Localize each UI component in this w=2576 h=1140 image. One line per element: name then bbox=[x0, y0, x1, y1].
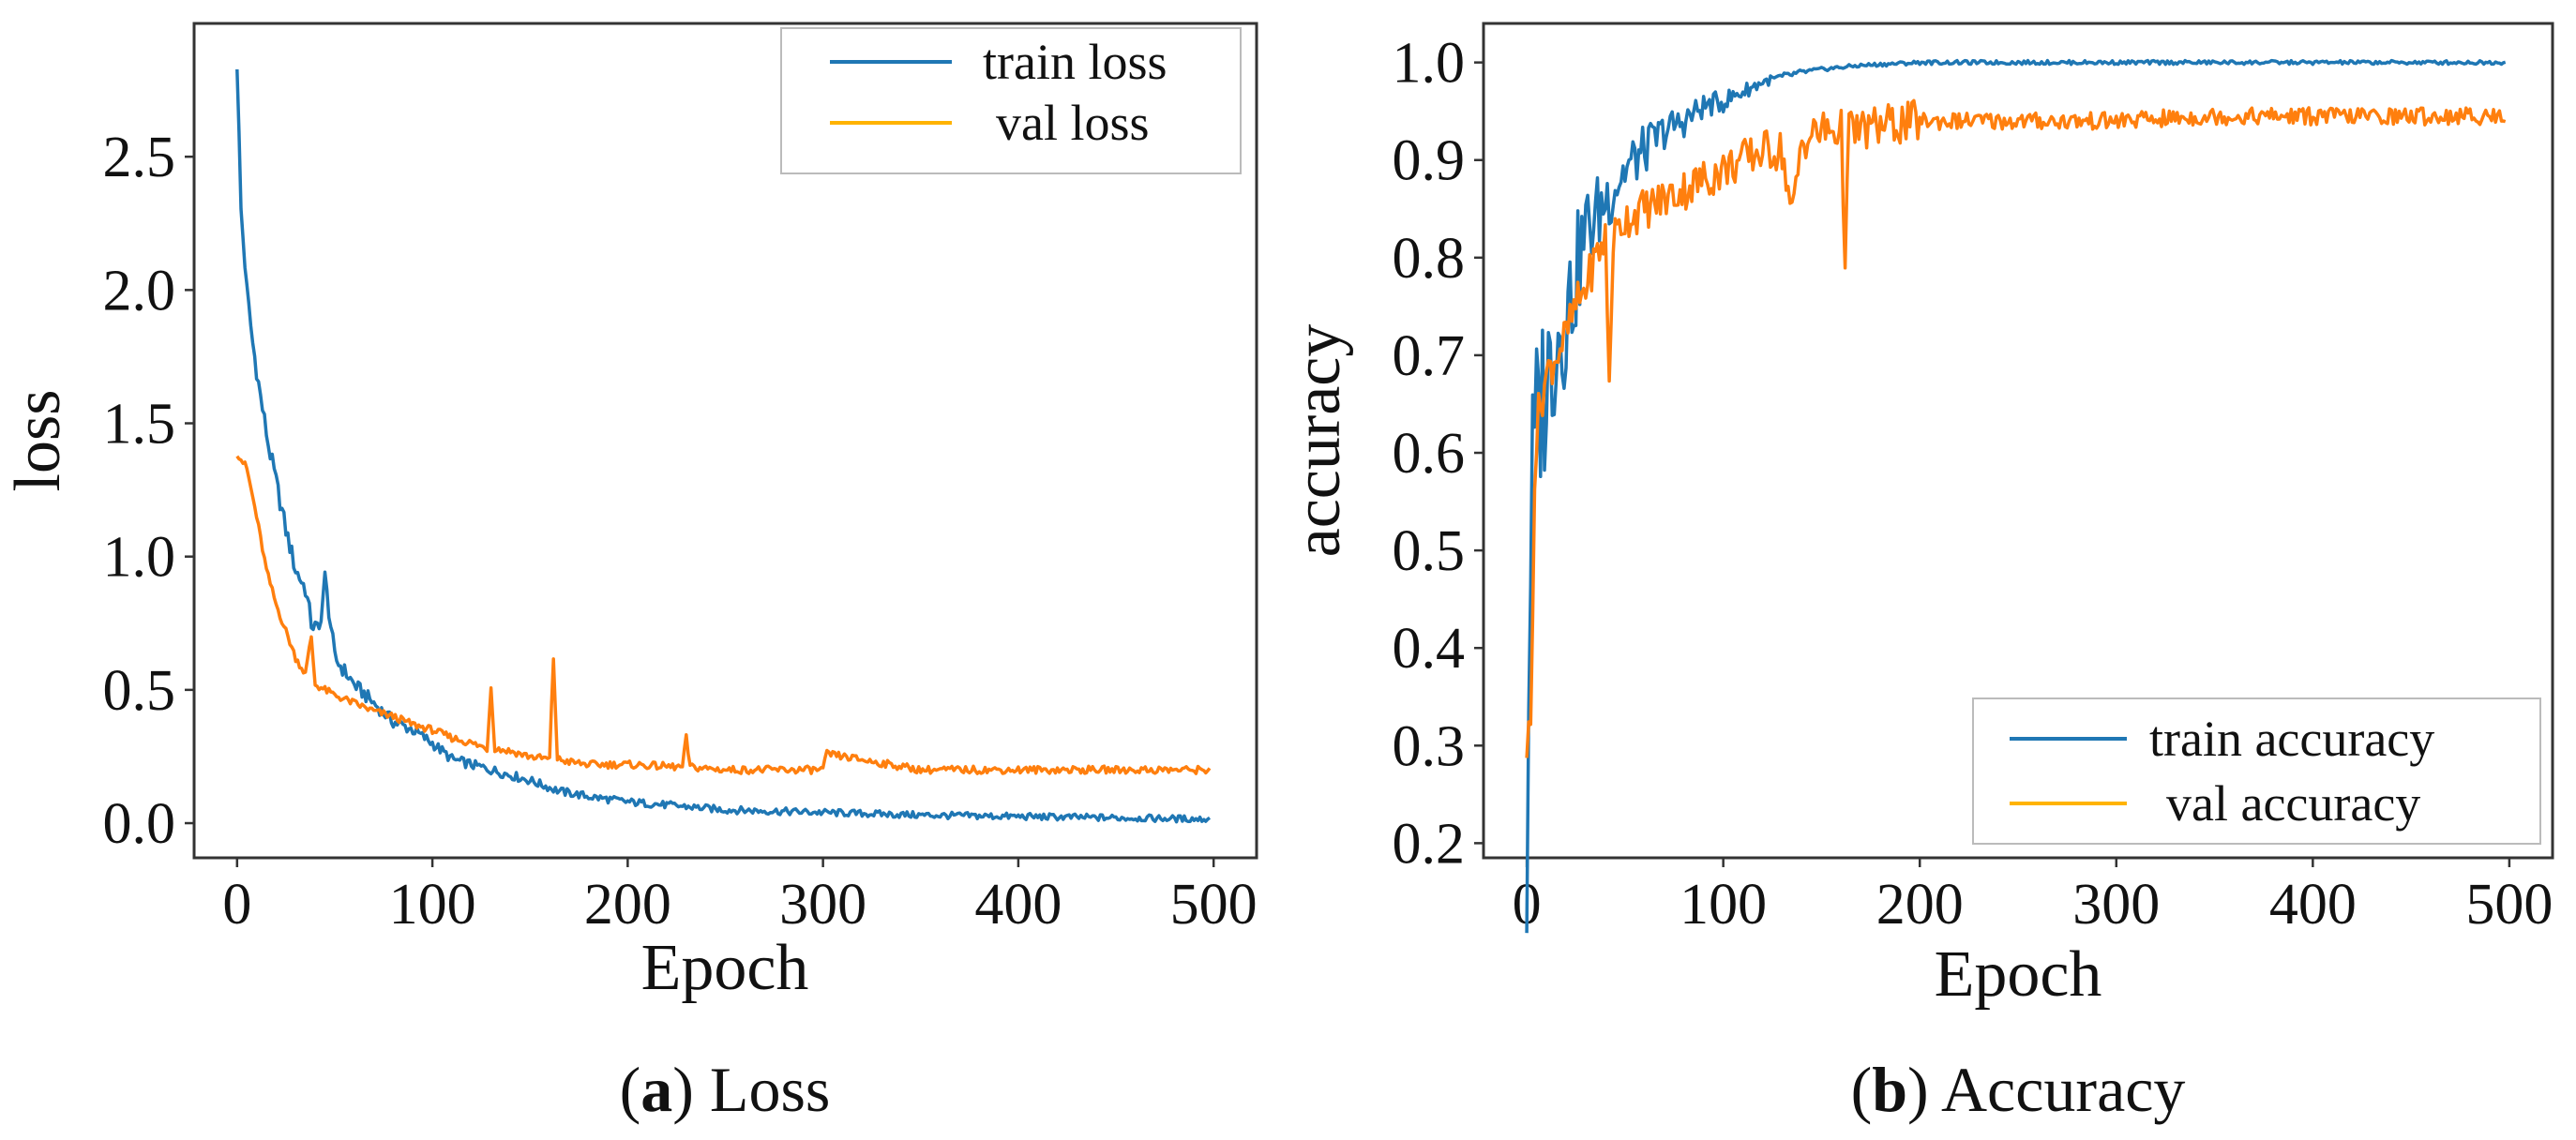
accuracy-x-tick-label: 400 bbox=[2269, 873, 2357, 937]
accuracy-plot-frame bbox=[1482, 22, 2554, 860]
accuracy-x-axis-label: Epoch bbox=[1935, 938, 2102, 1011]
caption-b-text: Accuracy bbox=[1941, 1054, 2185, 1125]
loss-x-tick-label: 400 bbox=[974, 873, 1062, 937]
caption-a-letter: a bbox=[640, 1054, 672, 1125]
legend-label-train-loss: train loss bbox=[983, 34, 1167, 90]
accuracy-y-tick-label: 0.4 bbox=[1393, 617, 1466, 681]
loss-chart: 0 100 200 300 400 500 0.0 0.5 1.0 1.5 2.0 2.5 train… bbox=[2, 22, 1258, 1125]
loss-x-axis-label: Epoch bbox=[641, 932, 809, 1004]
loss-series-val-loss bbox=[235, 455, 1212, 775]
accuracy-x-tick-label: 100 bbox=[1680, 873, 1767, 937]
accuracy-y-tick-label: 0.9 bbox=[1393, 129, 1466, 193]
loss-series-train-loss bbox=[235, 68, 1212, 824]
loss-y-tick-label: 1.5 bbox=[103, 393, 176, 457]
accuracy-y-tick-label: 0.6 bbox=[1393, 422, 1466, 486]
loss-legend: train loss val loss bbox=[780, 27, 1242, 174]
accuracy-y-tick-label: 0.3 bbox=[1393, 714, 1466, 778]
accuracy-y-tick-label: 0.5 bbox=[1393, 519, 1466, 583]
loss-legend-box bbox=[780, 27, 1242, 174]
accuracy-chart: 0 100 200 300 400 5000.20.30.40.50.60.70.80.9… bbox=[1282, 22, 2554, 1125]
loss-x-tick-label: 100 bbox=[389, 873, 476, 937]
loss-x-tick-label: 0 bbox=[222, 873, 251, 937]
loss-x-tick-label: 300 bbox=[779, 873, 866, 937]
accuracy-x-tick-label: 500 bbox=[2465, 873, 2553, 937]
legend-label-val-accuracy: val accuracy bbox=[2166, 775, 2420, 832]
caption-b: (b) Accuracy bbox=[1851, 1054, 2186, 1125]
loss-y-tick-label: 2.0 bbox=[103, 259, 176, 322]
accuracy-legend-box bbox=[1972, 698, 2541, 845]
loss-x-tick-label: 500 bbox=[1170, 873, 1258, 937]
accuracy-x-tick-label: 300 bbox=[2072, 873, 2160, 937]
caption-a-text: Loss bbox=[710, 1054, 830, 1125]
loss-y-tick-label: 0.0 bbox=[103, 792, 176, 856]
accuracy-legend: train accuracy val accuracy bbox=[1972, 698, 2541, 845]
accuracy-series-val-accuracy bbox=[1525, 98, 2507, 758]
accuracy-y-tick-label: 1.0 bbox=[1393, 32, 1466, 96]
loss-y-tick-label: 1.0 bbox=[103, 526, 176, 590]
loss-y-axis-label: loss bbox=[2, 390, 74, 492]
accuracy-ticks: 0 100 200 300 400 5000.20.30.40.50.60.70.80.9… bbox=[1393, 32, 2553, 937]
accuracy-series-train-accuracy bbox=[1525, 58, 2507, 934]
loss-y-tick-label: 0.5 bbox=[103, 659, 176, 723]
accuracy-y-axis-label: accuracy bbox=[1282, 324, 1354, 558]
legend-label-val-loss: val loss bbox=[996, 95, 1150, 151]
loss-lines bbox=[235, 68, 1212, 824]
accuracy-y-tick-label: 0.2 bbox=[1393, 812, 1466, 876]
loss-ticks: 0 100 200 300 400 500 0.0 0.5 1.0 1.5 2.0 2.5 bbox=[103, 126, 1258, 937]
caption-a: (a) Loss bbox=[620, 1054, 831, 1125]
legend-label-train-accuracy: train accuracy bbox=[2149, 711, 2434, 767]
accuracy-lines bbox=[1525, 58, 2507, 934]
loss-y-tick-label: 2.5 bbox=[103, 126, 176, 189]
accuracy-x-tick-label: 200 bbox=[1876, 873, 1964, 937]
accuracy-y-tick-label: 0.7 bbox=[1393, 324, 1466, 388]
accuracy-y-tick-label: 0.8 bbox=[1393, 227, 1466, 291]
caption-b-letter: b bbox=[1872, 1054, 1907, 1125]
loss-plot-frame bbox=[192, 22, 1258, 860]
loss-x-tick-label: 200 bbox=[584, 873, 671, 937]
